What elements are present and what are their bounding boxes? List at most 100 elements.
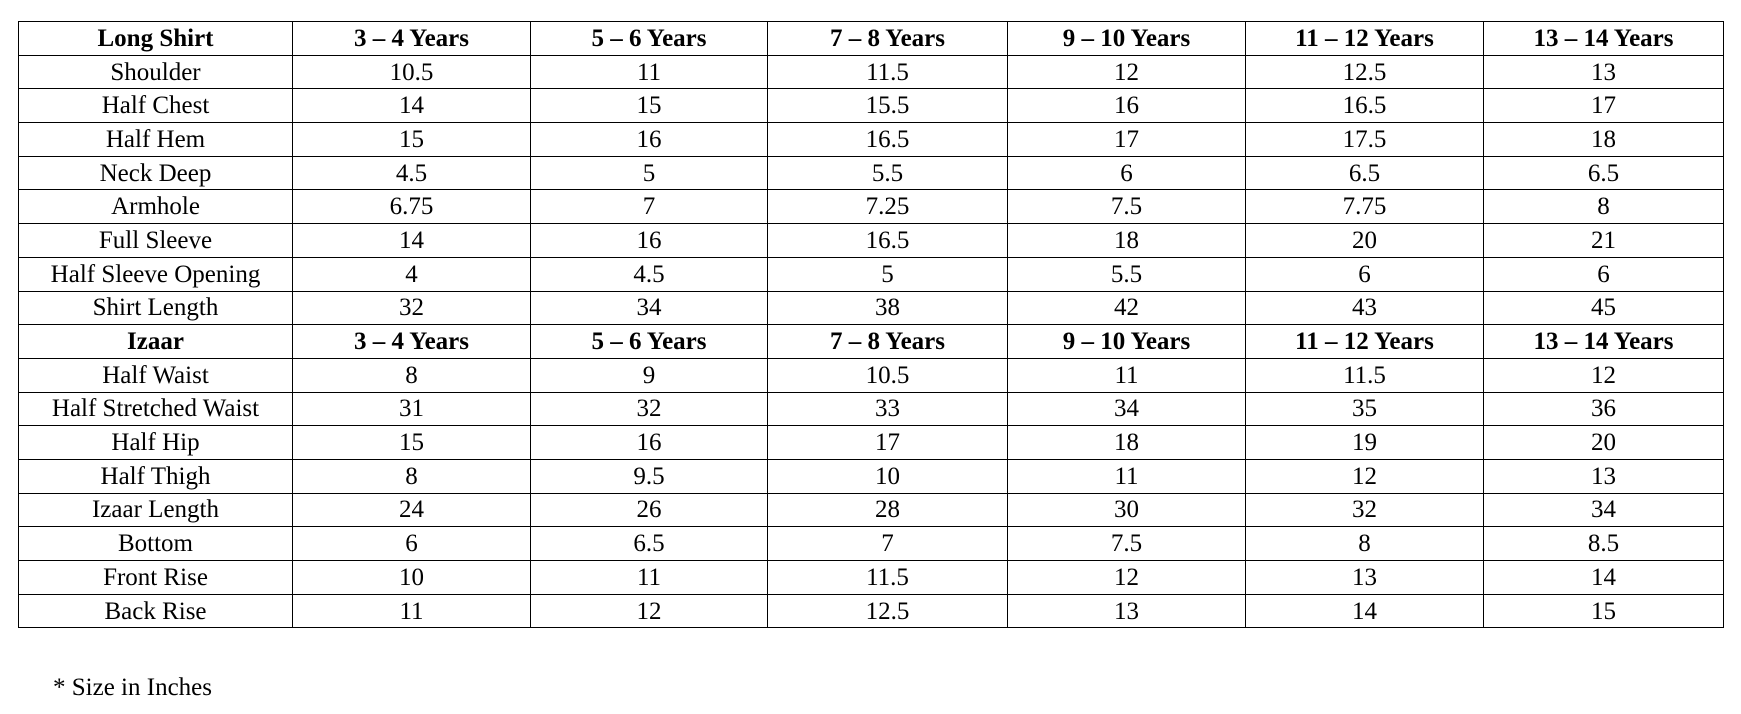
cell: 32	[292, 290, 531, 326]
table-body: Long Shirt 3 – 4 Years 5 – 6 Years 7 – 8 Ye…	[18, 21, 1724, 629]
cell: 12	[1007, 560, 1246, 595]
cell: 4.5	[292, 155, 531, 191]
table-row: Half Hem 15 16 16.5 17 17.5 18	[18, 122, 1724, 157]
header-cell: 7 – 8 Years	[767, 21, 1008, 56]
cell: 13	[1483, 458, 1724, 494]
cell: 16.5	[767, 122, 1008, 157]
row-label: Half Stretched Waist	[18, 391, 293, 427]
table-row: Half Chest 14 15 15.5 16 16.5 17	[18, 88, 1724, 124]
size-table: Long Shirt 3 – 4 Years 5 – 6 Years 7 – 8 Ye…	[18, 21, 1724, 629]
cell: 6	[1007, 155, 1246, 191]
cell: 24	[292, 492, 531, 528]
cell: 26	[530, 492, 768, 528]
cell: 42	[1007, 290, 1246, 326]
cell: 5	[767, 256, 1008, 292]
table-row: Izaar Length 24 26 28 30 32 34	[18, 492, 1724, 528]
row-label: Armhole	[18, 189, 293, 225]
row-label: Half Sleeve Opening	[18, 256, 293, 292]
cell: 6.5	[1245, 155, 1484, 191]
cell: 12	[1245, 458, 1484, 494]
cell: 4	[292, 256, 531, 292]
cell: 13	[1245, 560, 1484, 595]
row-label: Back Rise	[18, 593, 293, 629]
header-cell: 11 – 12 Years	[1245, 324, 1484, 359]
cell: 17	[1007, 122, 1246, 157]
cell: 19	[1245, 425, 1484, 460]
cell: 11.5	[767, 560, 1008, 595]
cell: 9	[530, 357, 768, 393]
row-label: Neck Deep	[18, 155, 293, 191]
header-cell: 3 – 4 Years	[292, 21, 531, 56]
row-label: Half Hip	[18, 425, 293, 460]
cell: 21	[1483, 223, 1724, 258]
cell: 34	[1483, 492, 1724, 528]
cell: 4.5	[530, 256, 768, 292]
cell: 6.75	[292, 189, 531, 225]
cell: 16	[1007, 88, 1246, 124]
row-label: Shirt Length	[18, 290, 293, 326]
cell: 13	[1483, 54, 1724, 90]
cell: 31	[292, 391, 531, 427]
cell: 8.5	[1483, 526, 1724, 561]
row-label: Half Waist	[18, 357, 293, 393]
cell: 11.5	[767, 54, 1008, 90]
table-row: Half Hip 15 16 17 18 19 20	[18, 425, 1724, 460]
header-cell: 13 – 14 Years	[1483, 21, 1724, 56]
header-cell: 3 – 4 Years	[292, 324, 531, 359]
cell: 7.5	[1007, 189, 1246, 225]
cell: 35	[1245, 391, 1484, 427]
header-cell: 5 – 6 Years	[530, 324, 768, 359]
cell: 7	[530, 189, 768, 225]
header-cell: 9 – 10 Years	[1007, 21, 1246, 56]
header-cell: Izaar	[18, 324, 293, 359]
cell: 18	[1483, 122, 1724, 157]
cell: 10.5	[292, 54, 531, 90]
table-row: Neck Deep 4.5 5 5.5 6 6.5 6.5	[18, 155, 1724, 191]
cell: 8	[292, 357, 531, 393]
table-row: Bottom 6 6.5 7 7.5 8 8.5	[18, 526, 1724, 561]
header-cell: 9 – 10 Years	[1007, 324, 1246, 359]
cell: 5.5	[1007, 256, 1246, 292]
cell: 36	[1483, 391, 1724, 427]
cell: 45	[1483, 290, 1724, 326]
cell: 7.25	[767, 189, 1008, 225]
cell: 14	[1245, 593, 1484, 629]
cell: 18	[1007, 223, 1246, 258]
header-cell: 5 – 6 Years	[530, 21, 768, 56]
cell: 12	[1483, 357, 1724, 393]
cell: 12.5	[1245, 54, 1484, 90]
footnote: * Size in Inches	[53, 674, 212, 701]
cell: 8	[1483, 189, 1724, 225]
cell: 10.5	[767, 357, 1008, 393]
cell: 10	[292, 560, 531, 595]
table-row: Shoulder 10.5 11 11.5 12 12.5 13	[18, 54, 1724, 90]
cell: 34	[1007, 391, 1246, 427]
row-label: Full Sleeve	[18, 223, 293, 258]
table-row: Armhole 6.75 7 7.25 7.5 7.75 8	[18, 189, 1724, 225]
header-cell: 11 – 12 Years	[1245, 21, 1484, 56]
table-row: Half Sleeve Opening 4 4.5 5 5.5 6 6	[18, 256, 1724, 292]
table-row: Half Waist 8 9 10.5 11 11.5 12	[18, 357, 1724, 393]
cell: 11	[292, 593, 531, 629]
header-row: Izaar 3 – 4 Years 5 – 6 Years 7 – 8 Years 9 …	[18, 324, 1724, 359]
cell: 30	[1007, 492, 1246, 528]
cell: 11	[1007, 357, 1246, 393]
row-label: Half Chest	[18, 88, 293, 124]
cell: 11.5	[1245, 357, 1484, 393]
row-label: Half Hem	[18, 122, 293, 157]
cell: 6	[1245, 256, 1484, 292]
cell: 16	[530, 425, 768, 460]
cell: 20	[1245, 223, 1484, 258]
table-row: Half Stretched Waist 31 32 33 34 35 36	[18, 391, 1724, 427]
cell: 15	[292, 425, 531, 460]
cell: 5.5	[767, 155, 1008, 191]
header-row: Long Shirt 3 – 4 Years 5 – 6 Years 7 – 8 Ye…	[18, 21, 1724, 56]
cell: 6.5	[530, 526, 768, 561]
cell: 12	[1007, 54, 1246, 90]
cell: 32	[1245, 492, 1484, 528]
table-row: Back Rise 11 12 12.5 13 14 15	[18, 593, 1724, 629]
cell: 17.5	[1245, 122, 1484, 157]
table-row: Half Thigh 8 9.5 10 11 12 13	[18, 458, 1724, 494]
cell: 20	[1483, 425, 1724, 460]
cell: 7.75	[1245, 189, 1484, 225]
